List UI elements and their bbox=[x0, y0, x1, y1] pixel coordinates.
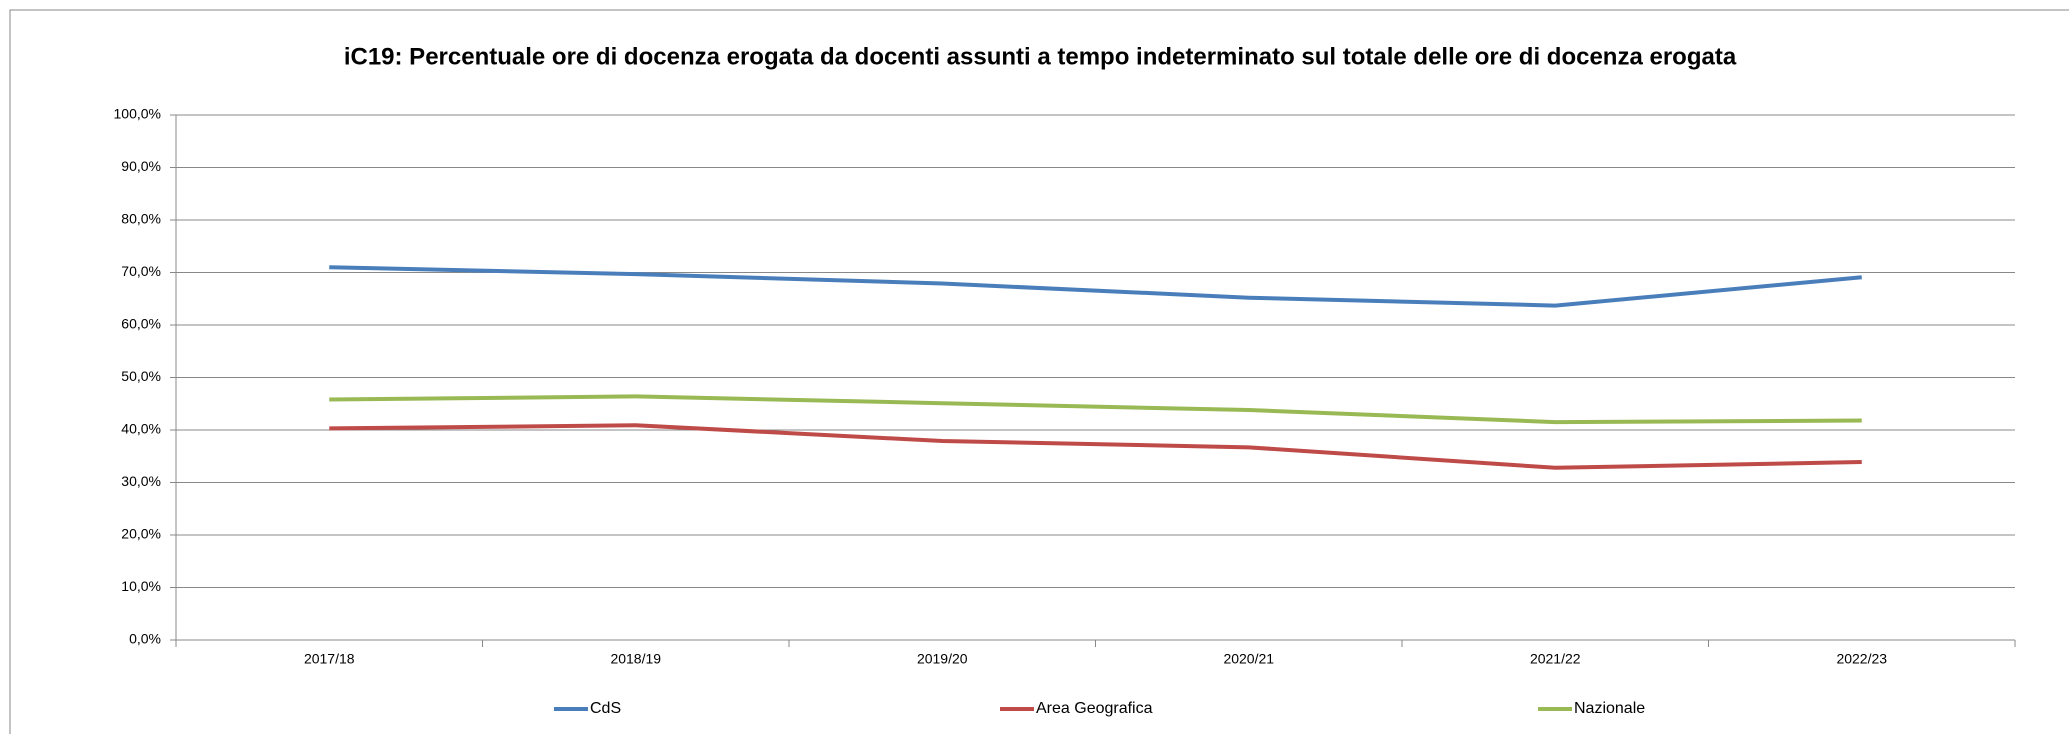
y-tick-label: 30,0% bbox=[121, 473, 161, 489]
series-line bbox=[329, 265, 1862, 308]
series-line bbox=[329, 394, 1862, 425]
series-line bbox=[329, 423, 1862, 470]
y-tick-label: 70,0% bbox=[121, 263, 161, 279]
legend-label: Nazionale bbox=[1574, 700, 1645, 717]
chart-title: iC19: Percentuale ore di docenza erogata… bbox=[344, 43, 1737, 70]
x-tick-label: 2021/22 bbox=[1530, 651, 1581, 667]
y-tick-label: 90,0% bbox=[121, 158, 161, 174]
y-tick-label: 20,0% bbox=[121, 526, 161, 542]
x-tick-label: 2020/21 bbox=[1223, 651, 1274, 667]
y-tick-label: 60,0% bbox=[121, 316, 161, 332]
y-tick-label: 50,0% bbox=[121, 368, 161, 384]
x-tick-label: 2018/19 bbox=[610, 651, 661, 667]
x-tick-label: 2019/20 bbox=[917, 651, 968, 667]
y-tick-label: 40,0% bbox=[121, 421, 161, 437]
x-tick-label: 2022/23 bbox=[1836, 651, 1887, 667]
y-tick-label: 10,0% bbox=[121, 578, 161, 594]
legend-label: CdS bbox=[590, 700, 621, 717]
legend-label: Area Geografica bbox=[1036, 700, 1153, 717]
x-tick-label: 2017/18 bbox=[304, 651, 355, 667]
y-tick-label: 100,0% bbox=[114, 106, 161, 122]
y-tick-label: 0,0% bbox=[129, 631, 161, 647]
y-tick-label: 80,0% bbox=[121, 211, 161, 227]
chart-frame bbox=[9, 9, 2069, 734]
